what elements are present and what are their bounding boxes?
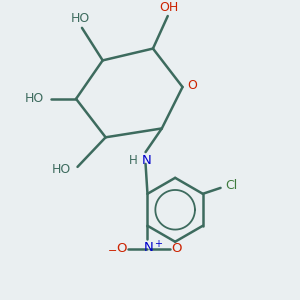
- Text: HO: HO: [71, 13, 90, 26]
- Text: +: +: [154, 239, 162, 249]
- Text: H: H: [129, 154, 137, 166]
- Text: O: O: [187, 79, 197, 92]
- Text: HO: HO: [52, 163, 71, 176]
- Text: HO: HO: [25, 92, 44, 105]
- Text: O: O: [116, 242, 127, 255]
- Text: O: O: [171, 242, 182, 255]
- Text: −: −: [108, 247, 117, 256]
- Text: N: N: [144, 241, 154, 254]
- Text: OH: OH: [160, 1, 179, 13]
- Text: Cl: Cl: [225, 179, 238, 192]
- Text: N: N: [141, 154, 151, 166]
